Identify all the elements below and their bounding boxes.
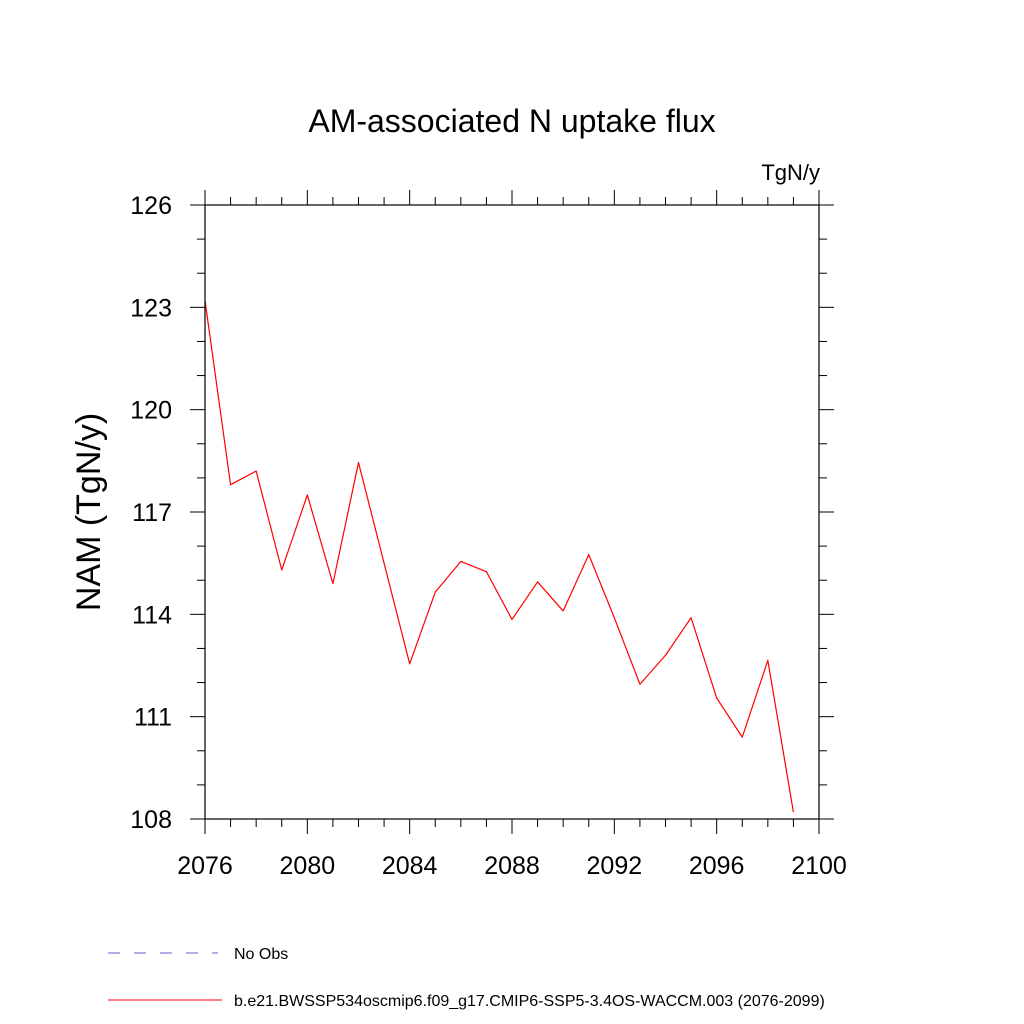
x-tick-label: 2100 [791,852,847,880]
x-tick-label: 2096 [689,852,745,880]
x-tick-label: 2088 [484,852,540,880]
y-tick-label: 126 [130,192,172,220]
x-tick-label: 2092 [587,852,643,880]
y-axis-label: NAM (TgN/y) [70,413,108,611]
units-label: TgN/y [761,160,820,185]
plot-frame [204,204,820,820]
chart-title: AM-associated N uptake flux [308,103,715,139]
series-line-0 [204,300,795,813]
x-tick-label: 2080 [280,852,336,880]
series-layer [204,300,795,813]
legend: No Obs b.e21.BWSSP534oscmip6.f09_g17.CMI… [108,946,825,1010]
x-tick-label: 2084 [382,852,438,880]
y-tick-label: 123 [130,294,172,322]
y-tick-label: 108 [130,806,172,834]
x-tick-label: 2076 [177,852,233,880]
y-tick-label: 114 [132,601,172,629]
y-tick-label: 120 [130,397,172,425]
legend-label-model-run: b.e21.BWSSP534oscmip6.f09_g17.CMIP6-SSP5… [234,993,825,1010]
axis-ticks: 2076 2080 2084 2088 2092 2096 2100 108 111 114 117… [130,190,847,880]
y-tick-label: 111 [134,704,172,732]
legend-label-no-obs: No Obs [234,946,288,963]
y-tick-label: 117 [132,499,172,527]
